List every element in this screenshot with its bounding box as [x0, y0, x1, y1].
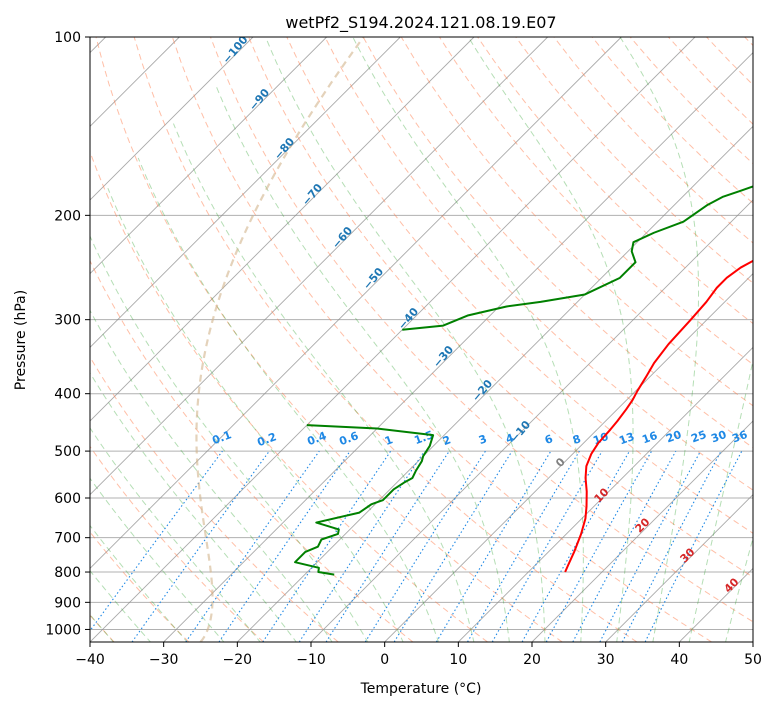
- isotherm-line: [90, 37, 622, 569]
- dry-adiabat-line: [324, 37, 753, 491]
- mixing-ratio-line: [644, 450, 743, 642]
- x-tick-label: −40: [75, 652, 105, 668]
- mixing-ratio-label: 0.2: [255, 430, 278, 449]
- isotherm-line: [90, 37, 254, 201]
- mixing-ratio-line: [545, 450, 653, 642]
- mixing-ratio-label: 30: [709, 428, 728, 446]
- dry-adiabat-line: [171, 37, 712, 642]
- dry-adiabat-line: [248, 37, 753, 578]
- dry-adiabat-line: [95, 37, 563, 642]
- moist-adiabat-line: [90, 477, 225, 642]
- mixing-ratio-label: 2: [441, 433, 453, 448]
- x-tick-label: −30: [149, 652, 179, 668]
- dry-adiabat-line: [90, 445, 264, 642]
- isotherm-line: [163, 52, 753, 642]
- moist-adiabat-line: [725, 536, 753, 642]
- x-tick-label: 20: [523, 652, 541, 668]
- y-tick-label: 800: [54, 565, 81, 581]
- dry-adiabat-line: [133, 37, 638, 642]
- moist-adiabat-line: [90, 234, 369, 642]
- isotherm-line: [90, 37, 696, 642]
- dry-adiabat-line: [515, 37, 753, 284]
- mixing-ratio-line: [298, 450, 425, 642]
- mixing-ratio-label: 13: [617, 430, 636, 447]
- isotherm-line: [531, 420, 753, 642]
- lcl-curve: [195, 37, 365, 642]
- y-tick-label: 700: [54, 531, 81, 547]
- x-tick-label: 0: [380, 652, 389, 668]
- dry-adiabat-line: [286, 37, 753, 534]
- moist-adiabat-line: [172, 123, 475, 642]
- y-tick-label: 1000: [45, 622, 81, 638]
- chart-title: wetPf2_S194.2024.121.08.19.E07: [285, 13, 556, 33]
- mixing-ratio-label: 0.6: [337, 429, 360, 448]
- x-tick-label: 50: [744, 652, 762, 668]
- y-tick-label: 300: [54, 313, 81, 329]
- mixing-ratio-line: [393, 450, 513, 642]
- x-tick-label: 30: [597, 652, 615, 668]
- x-axis-label: Temperature (°C): [360, 681, 482, 697]
- mixing-ratio-label: 20: [664, 428, 683, 446]
- mixing-ratio-line: [262, 450, 392, 642]
- dry-adiabat-line: [90, 356, 339, 642]
- isotherm-line: [384, 273, 753, 642]
- mixing-ratio-label: 0.4: [305, 429, 328, 448]
- isotherm-line: [90, 37, 327, 275]
- dry-adiabat-line: [90, 259, 414, 642]
- plot-area: −100−90−80−70−60−50−40−30−20−100.1 0.2 0.4…: [90, 37, 753, 642]
- mixing-ratio-line: [325, 450, 450, 642]
- mixing-ratio-line: [185, 450, 320, 642]
- y-tick-label: 100: [54, 30, 81, 46]
- mixing-ratio-label: 1: [383, 433, 395, 448]
- moist-adiabat-line: [214, 83, 510, 642]
- mixing-ratio-label: 16: [640, 429, 659, 447]
- dry-adiabat-line: [210, 37, 753, 623]
- moist-adiabat-line: [90, 524, 188, 642]
- moist-adiabat-line: [90, 309, 333, 642]
- mixing-ratio-label: 0.1: [210, 428, 233, 447]
- mixing-ratio-line: [218, 450, 351, 642]
- y-tick-label: 200: [54, 208, 81, 224]
- mixing-ratio-label: 36: [730, 428, 749, 446]
- y-tick-label: 500: [54, 444, 81, 460]
- moist-adiabat-line: [688, 358, 753, 642]
- isotherm-line: [90, 37, 548, 496]
- moist-adiabat-line: [137, 157, 440, 642]
- mixing-ratio-line: [572, 450, 677, 642]
- plot-frame: [89, 36, 754, 643]
- mixing-ratio-line: [131, 450, 270, 642]
- y-tick-label: 400: [54, 387, 81, 403]
- temperature-profile: [564, 259, 753, 573]
- isotherm-line: [90, 37, 401, 348]
- moist-adiabat-line: [90, 371, 297, 642]
- moist-adiabat-line: [90, 427, 261, 642]
- mixing-ratio-label: 8: [571, 432, 583, 447]
- mixing-ratio-line: [521, 450, 630, 642]
- mixing-ratio-label: 6: [543, 432, 555, 447]
- x-tick-label: 10: [449, 652, 467, 668]
- moist-adiabat-line: [107, 188, 404, 642]
- isotherm-line: [605, 494, 753, 642]
- y-axis-label: Pressure (hPa): [13, 290, 29, 390]
- dewpoint-profile: [294, 185, 753, 576]
- moist-adiabat-line: [265, 37, 546, 642]
- y-tick-label: 900: [54, 595, 81, 611]
- isotherm-line: [237, 125, 753, 642]
- moist-adiabat-line: [619, 37, 700, 642]
- isotherm-line: [90, 37, 475, 422]
- x-tick-label: −20: [223, 652, 253, 668]
- mixing-ratio-label: 25: [689, 428, 708, 445]
- x-tick-label: 40: [670, 652, 688, 668]
- mixing-ratio-label: 4: [504, 431, 516, 446]
- x-tick-label: −10: [296, 652, 326, 668]
- mixing-ratio-label: 3: [477, 432, 489, 447]
- isotherm-line: [458, 346, 753, 642]
- y-tick-label: 600: [54, 491, 81, 507]
- moist-adiabat-line: [90, 569, 152, 642]
- mixing-ratio-line: [90, 450, 223, 632]
